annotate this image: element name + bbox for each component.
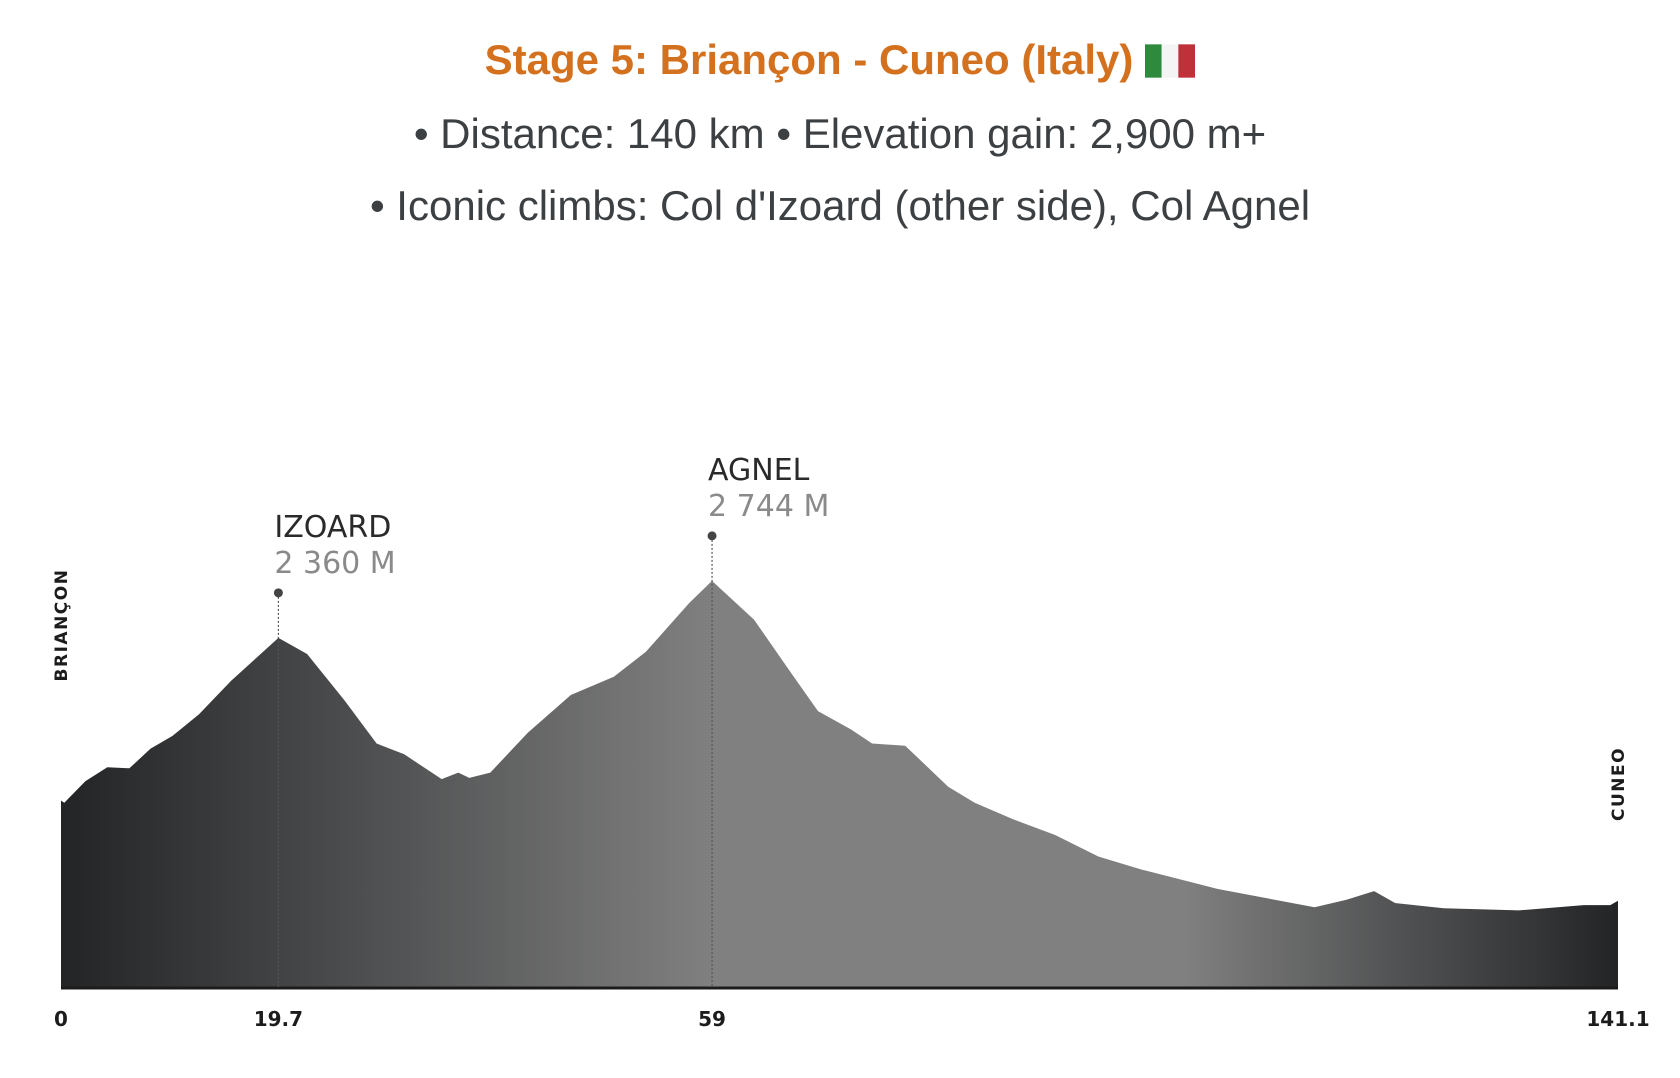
stage-distance-elevation: • Distance: 140 km • Elevation gain: 2,9… xyxy=(413,110,1267,157)
x-tick-label: 59 xyxy=(698,1007,726,1031)
x-tick-label: 0 xyxy=(54,1007,68,1031)
stage-title: Stage 5: Briançon - Cuneo (Italy) xyxy=(0,36,1680,84)
x-tick-label: 141.1 xyxy=(1586,1007,1649,1031)
stage-iconic-climbs: • Iconic climbs: Col d'Izoard (other sid… xyxy=(369,182,1311,229)
x-tick-label: 19.7 xyxy=(254,1007,303,1031)
peak-elevation-label: 2 360 M xyxy=(274,546,395,581)
peak-name-label: IZOARD xyxy=(274,510,391,545)
start-town-label: BRIANÇON xyxy=(52,569,72,682)
stage-title-text: Stage 5: Briançon - Cuneo (Italy) xyxy=(484,36,1134,83)
end-town-label: CUNEO xyxy=(1609,747,1629,821)
peak-marker xyxy=(273,588,283,598)
elevation-area xyxy=(61,580,1618,988)
peak-name-label: AGNEL xyxy=(708,453,810,488)
peak-elevation-label: 2 744 M xyxy=(708,489,829,524)
italy-flag-icon xyxy=(1145,44,1196,78)
peak-marker xyxy=(707,531,717,541)
